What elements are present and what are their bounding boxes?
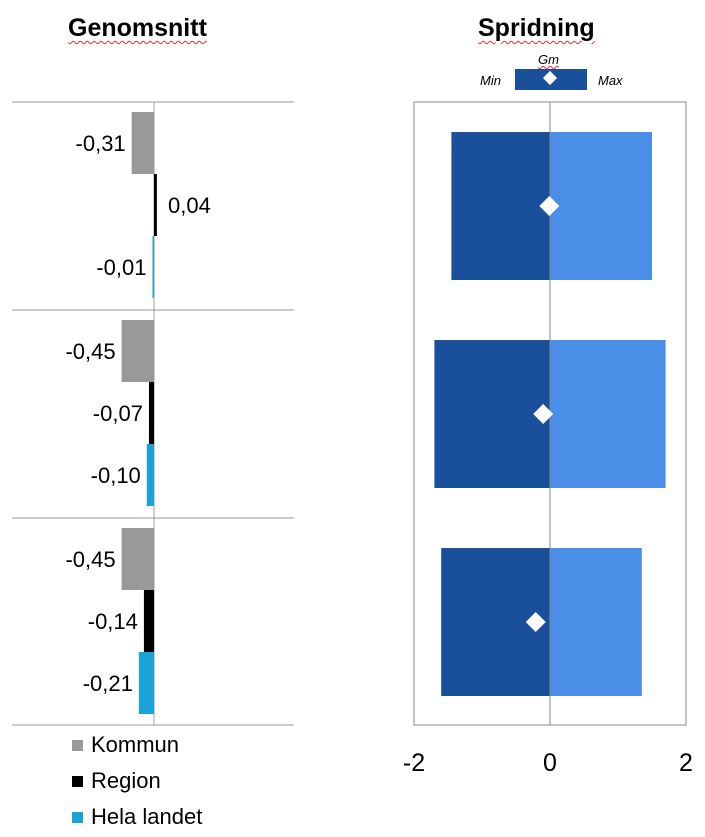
x-tick-label: 2 xyxy=(679,749,693,777)
legend-label-landet: Hela landet xyxy=(91,804,203,829)
data-label-kommun-group-3: -0,45 xyxy=(65,547,115,572)
bar-region-group-2 xyxy=(148,382,154,444)
spread-key-min-label: Min xyxy=(480,73,501,88)
data-label-region-group-3: -0,14 xyxy=(88,609,138,634)
bar-landet-group-3 xyxy=(138,652,154,714)
x-tick-label: 0 xyxy=(543,749,557,777)
gm-marker-1 xyxy=(539,196,560,216)
gm-marker-3 xyxy=(525,612,546,632)
data-label-kommun-group-1: -0,31 xyxy=(76,131,126,156)
legend-label-kommun: Kommun xyxy=(91,732,180,757)
spread-min-bar-2 xyxy=(434,340,550,488)
spread-max-bar-2 xyxy=(550,340,666,488)
bar-kommun-group-1 xyxy=(131,112,154,174)
spread-max-bar-3 xyxy=(550,548,642,696)
legend-label-region: Region xyxy=(91,768,161,793)
data-label-region-group-1: 0,04 xyxy=(168,193,211,218)
spread-key-max-label: Max xyxy=(598,73,623,88)
bar-landet-group-2 xyxy=(146,444,154,506)
data-label-landet-group-2: -0,10 xyxy=(91,463,141,488)
data-label-kommun-group-2: -0,45 xyxy=(65,339,115,364)
bar-region-group-1 xyxy=(154,174,157,236)
legend-swatch-kommun xyxy=(72,739,83,751)
x-tick-label: -2 xyxy=(403,749,425,777)
spridning-title: Spridning xyxy=(478,14,595,42)
bar-kommun-group-3 xyxy=(121,528,154,590)
spread-max-bar-1 xyxy=(550,132,652,280)
genomsnitt-title: Genomsnitt xyxy=(68,14,207,42)
bar-landet-group-1 xyxy=(152,236,154,298)
data-label-landet-group-3: -0,21 xyxy=(83,671,133,696)
bar-kommun-group-2 xyxy=(121,320,154,382)
legend-item-region: Region xyxy=(72,768,161,794)
spread-min-bar-1 xyxy=(451,132,550,280)
gm-marker-2 xyxy=(533,404,554,424)
data-label-landet-group-1: -0,01 xyxy=(96,255,146,280)
legend-item-kommun: Kommun xyxy=(72,732,179,758)
data-label-region-group-2: -0,07 xyxy=(93,401,143,426)
legend-item-landet: Hela landet xyxy=(72,804,202,830)
spread-key-gm-label: Gm xyxy=(538,52,559,67)
legend-swatch-region xyxy=(72,775,83,787)
legend-swatch-landet xyxy=(72,811,83,823)
bar-region-group-3 xyxy=(143,590,154,652)
